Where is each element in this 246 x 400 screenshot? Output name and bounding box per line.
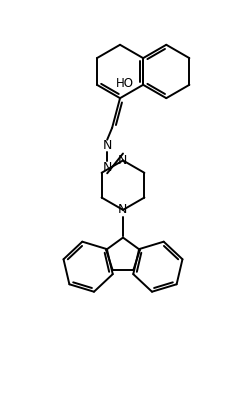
Text: N: N: [103, 161, 112, 174]
Text: HO: HO: [116, 77, 134, 90]
Text: N: N: [103, 139, 112, 152]
Text: N: N: [117, 154, 127, 167]
Text: N: N: [117, 203, 127, 216]
